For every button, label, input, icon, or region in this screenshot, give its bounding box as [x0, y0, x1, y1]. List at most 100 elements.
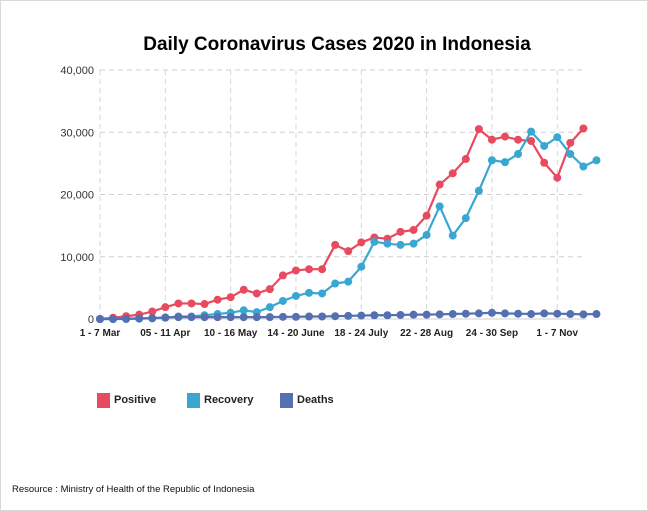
- positive-point: [200, 300, 209, 309]
- deaths-point: [579, 310, 588, 319]
- legend-label-recovery: Recovery: [204, 394, 254, 406]
- deaths-point: [553, 309, 562, 318]
- recovery-point: [514, 150, 523, 159]
- positive-point: [252, 289, 261, 298]
- positive-point: [566, 138, 575, 147]
- deaths-point: [566, 310, 575, 319]
- deaths-point: [501, 309, 509, 318]
- positive-point: [305, 265, 314, 274]
- deaths-point: [448, 310, 457, 319]
- x-tick-label: 22 - 28 Aug: [400, 328, 453, 339]
- recovery-point: [331, 279, 340, 288]
- positive-point: [161, 303, 170, 312]
- positive-point: [540, 158, 549, 167]
- deaths-point: [422, 310, 431, 319]
- positive-point: [527, 136, 536, 145]
- recovery-point: [291, 291, 300, 300]
- positive-point: [487, 135, 496, 144]
- deaths-point: [200, 313, 209, 322]
- recovery-point: [527, 127, 536, 136]
- positive-point: [448, 169, 457, 178]
- positive-point: [461, 155, 470, 164]
- deaths-point: [592, 310, 601, 319]
- deaths-point: [213, 313, 222, 322]
- recovery-point: [265, 303, 274, 312]
- positive-point: [174, 299, 183, 308]
- recovery-point: [357, 262, 366, 271]
- positive-point: [291, 266, 300, 275]
- y-tick-label: 0: [88, 314, 94, 326]
- legend-label-positive: Positive: [114, 394, 157, 406]
- series-lines: [96, 124, 601, 323]
- deaths-point: [396, 310, 405, 319]
- recovery-point: [370, 237, 379, 246]
- recovery-point: [461, 214, 470, 223]
- positive-point: [474, 125, 483, 134]
- chart-title: Daily Coronavirus Cases 2020 in Indonesi…: [143, 34, 531, 55]
- deaths-point: [161, 313, 170, 322]
- recovery-point: [422, 230, 431, 239]
- recovery-point: [278, 296, 287, 305]
- x-axis-ticks: 1 - 7 Mar 05 - 11 Apr 10 - 16 May 14 - 20 J…: [80, 328, 579, 339]
- positive-point: [344, 247, 353, 256]
- recovery-point: [553, 133, 562, 142]
- deaths-point: [122, 314, 131, 323]
- series-deaths: [96, 308, 601, 323]
- y-tick-label: 30,000: [60, 127, 94, 139]
- legend-item-positive: Positive: [97, 390, 156, 410]
- x-tick-label: 05 - 11 Apr: [140, 328, 190, 339]
- deaths-point: [487, 308, 496, 317]
- deaths-point: [344, 311, 353, 320]
- recovery-point: [448, 231, 457, 240]
- positive-point: [357, 238, 366, 247]
- x-tick-label: 18 - 24 July: [334, 328, 388, 339]
- positive-point: [331, 240, 340, 249]
- positive-point: [239, 285, 248, 294]
- positive-point: [435, 180, 444, 189]
- deaths-point: [135, 314, 144, 323]
- recovery-point: [579, 162, 588, 171]
- recovery-point: [344, 277, 353, 286]
- legend-item-deaths: Deaths: [280, 390, 334, 410]
- deaths-point: [514, 309, 523, 318]
- recovery-point: [396, 240, 405, 249]
- deaths-point: [96, 315, 104, 323]
- positive-point: [553, 173, 562, 182]
- positive-point: [148, 307, 157, 316]
- recovery-point: [501, 158, 509, 167]
- deaths-point: [383, 311, 392, 320]
- positive-point: [187, 299, 196, 308]
- y-tick-label: 10,000: [60, 252, 94, 264]
- deaths-point: [540, 309, 549, 318]
- recovery-point: [318, 289, 327, 298]
- deaths-point: [435, 310, 444, 319]
- positive-line: [99, 127, 585, 321]
- positive-point: [213, 295, 222, 304]
- positive-point: [514, 135, 523, 144]
- positive-point: [579, 124, 588, 133]
- positive-point: [278, 271, 287, 280]
- recovery-point: [540, 141, 549, 150]
- recovery-line: [100, 130, 597, 321]
- x-tick-label: 14 - 20 June: [267, 328, 325, 339]
- deaths-point: [370, 311, 379, 320]
- positive-point: [265, 285, 274, 294]
- deaths-point: [252, 313, 261, 322]
- legend-item-recovery: Recovery: [187, 390, 254, 410]
- deaths-point: [331, 312, 340, 321]
- positive-swatch: [97, 392, 110, 408]
- recovery-point: [435, 202, 444, 211]
- deaths-point: [226, 313, 235, 322]
- positive-point: [422, 211, 431, 220]
- recovery-point: [592, 156, 601, 165]
- recovery-point: [409, 239, 418, 248]
- recovery-swatch: [187, 392, 200, 408]
- legend-label-deaths: Deaths: [297, 394, 334, 406]
- deaths-point: [474, 309, 483, 318]
- x-tick-label: 1 - 7 Nov: [536, 328, 578, 339]
- recovery-point: [474, 186, 483, 195]
- series-recovery: [96, 127, 601, 323]
- y-tick-label: 20,000: [60, 190, 94, 202]
